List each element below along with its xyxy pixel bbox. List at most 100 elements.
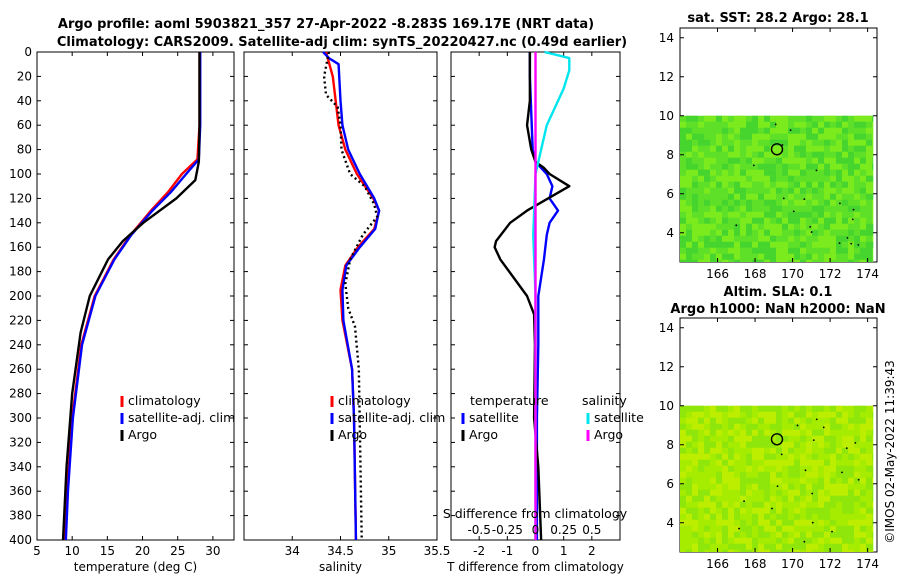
map-cell (716, 217, 722, 224)
map-cell (836, 489, 842, 496)
map-cell (740, 115, 746, 122)
map-cell (740, 543, 746, 550)
map-cell (734, 531, 740, 538)
map-cell (680, 193, 686, 200)
map-cell (830, 187, 836, 194)
map-cell (776, 489, 782, 496)
map-cell (764, 211, 770, 218)
map-cell (860, 507, 866, 514)
island-speck (803, 198, 806, 201)
map-cell (842, 411, 848, 418)
map-cell (800, 459, 806, 466)
map-cell (806, 543, 812, 550)
map-cell (872, 169, 874, 176)
map-cell (740, 489, 746, 496)
map-cell (716, 453, 722, 460)
y-tick-label: 180 (9, 265, 32, 279)
map-cell (764, 163, 770, 170)
map-cell (806, 181, 812, 188)
map-cell (806, 127, 812, 134)
map-cell (776, 417, 782, 424)
map-cell (746, 145, 752, 152)
map-cell (686, 513, 692, 520)
island-speck (809, 225, 812, 228)
map-cell (818, 513, 824, 520)
map-cell (758, 465, 764, 472)
map-cell (758, 247, 764, 254)
map-cell (680, 223, 686, 230)
map-cell (734, 411, 740, 418)
map-cell (860, 175, 866, 182)
map-cell (824, 483, 830, 490)
map-cell (764, 235, 770, 242)
map-cell (776, 139, 782, 146)
map-cell (824, 447, 830, 454)
map-cell (692, 193, 698, 200)
map-cell (692, 247, 698, 254)
map-cell (842, 115, 848, 122)
map-cell (812, 181, 818, 188)
map-cell (686, 453, 692, 460)
map-cell (866, 193, 872, 200)
map-cell (740, 507, 746, 514)
map-cell (758, 525, 764, 532)
argo-position-marker (770, 143, 784, 156)
map-cell (734, 501, 740, 508)
map-cell (710, 501, 716, 508)
map-cell (848, 501, 854, 508)
map-cell (716, 441, 722, 448)
map-cell (860, 121, 866, 128)
map-cell (830, 483, 836, 490)
y-tick-label: 360 (9, 484, 32, 498)
map-cell (782, 531, 788, 538)
map-cell (830, 447, 836, 454)
x-tick-label: 35.5 (424, 544, 451, 558)
map-cell (776, 121, 782, 128)
map-cell (830, 127, 836, 134)
map-cell (836, 423, 842, 430)
map-cell (686, 465, 692, 472)
map-cell (692, 513, 698, 520)
map-cell (782, 447, 788, 454)
map-cell (704, 187, 710, 194)
map-cell (830, 157, 836, 164)
island-speck (804, 469, 807, 472)
map-cell (788, 157, 794, 164)
map-cell (770, 447, 776, 454)
map-cell (716, 211, 722, 218)
map-x-tick-label: 166 (706, 557, 729, 571)
map-y-tick-label: 14 (659, 321, 674, 335)
map-cell (800, 483, 806, 490)
map-cell (710, 115, 716, 122)
map-cell (872, 193, 874, 200)
map-cell (818, 241, 824, 248)
x-tick-label: 34 (285, 544, 300, 558)
map-cell (842, 531, 848, 538)
map-y-tick-label: 10 (659, 109, 674, 123)
map-cell (860, 133, 866, 140)
map-cell (842, 187, 848, 194)
x-tick-label: -2 (473, 544, 485, 558)
map-cell (722, 199, 728, 206)
map-cell (788, 471, 794, 478)
map-cell (764, 549, 770, 552)
map-cell (734, 193, 740, 200)
legend-header-temperature: temperature (470, 393, 549, 408)
map-cell (794, 127, 800, 134)
map-cell (692, 405, 698, 412)
map-cell (746, 127, 752, 134)
map-cell (704, 459, 710, 466)
map-cell (770, 115, 776, 122)
map-cell (782, 217, 788, 224)
map-cell (818, 235, 824, 242)
map-cell (722, 127, 728, 134)
map-cell (686, 127, 692, 134)
map-cell (758, 133, 764, 140)
map-cell (794, 537, 800, 544)
map-cell (722, 507, 728, 514)
map-cell (782, 459, 788, 466)
map-cell (842, 489, 848, 496)
map-x-tick-label: 174 (856, 267, 879, 281)
map-cell (686, 417, 692, 424)
map-cell (836, 471, 842, 478)
